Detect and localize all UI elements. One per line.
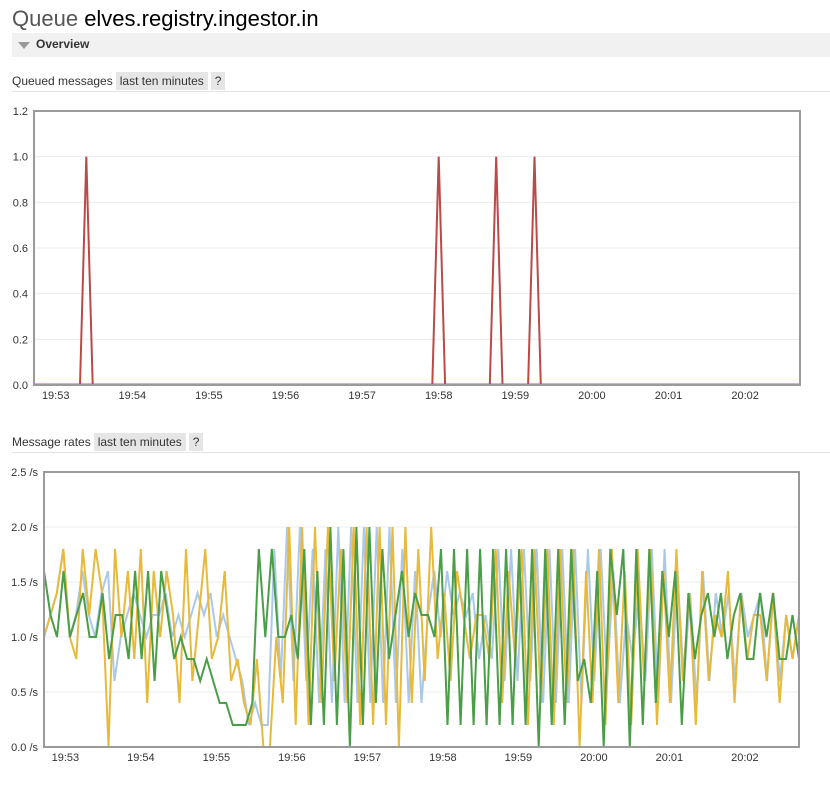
x-tick-label: 19:57	[348, 390, 376, 402]
y-tick-label: 0.5 /s	[11, 687, 38, 699]
x-tick-label: 19:53	[52, 752, 80, 764]
queued-section-divider	[12, 91, 830, 92]
rates-section-divider	[12, 452, 830, 453]
queued-messages-header: Queued messages last ten minutes?	[12, 72, 226, 90]
x-tick-label: 20:01	[655, 390, 683, 402]
y-tick-label: 1.0 /s	[11, 632, 38, 644]
overview-label: Overview	[36, 37, 90, 51]
triangle-down-icon	[18, 42, 30, 49]
x-tick-label: 20:00	[578, 390, 606, 402]
y-tick-label: 0.8	[13, 197, 28, 209]
y-tick-label: 0.2	[13, 334, 28, 346]
plot-frame	[43, 471, 800, 748]
y-tick-label: 1.5 /s	[11, 577, 38, 589]
y-tick-label: 1.0	[13, 152, 28, 164]
x-tick-label: 19:55	[203, 752, 231, 764]
y-tick-label: 1.2	[13, 106, 28, 118]
queued-help-button[interactable]: ?	[210, 72, 226, 90]
x-tick-label: 19:54	[127, 752, 155, 764]
y-tick-label: 0.0	[13, 380, 28, 392]
queued-messages-chart: 0.0 0.2 0.4 0.6 0.8 1.0 1.2 19:53 19:54 19:55 19:5…	[13, 106, 801, 402]
page-title: Queue elves.registry.ingestor.in	[12, 4, 319, 34]
x-tick-label: 19:57	[354, 752, 382, 764]
x-tick-label: 20:00	[580, 752, 608, 764]
x-tick-label: 19:54	[119, 390, 147, 402]
x-tick-label: 19:55	[195, 390, 223, 402]
queued-range-button[interactable]: last ten minutes	[115, 72, 208, 90]
x-tick-label: 19:59	[502, 390, 530, 402]
series-line-0	[43, 526, 800, 726]
queued-messages-title: Queued messages	[12, 74, 113, 88]
message-rates-chart: 0.0 /s 0.5 /s 1.0 /s 1.5 /s 2.0 /s 2.5 /s 19:5…	[11, 467, 800, 764]
overview-section-toggle[interactable]: Overview	[12, 33, 830, 57]
y-tick-label: 2.5 /s	[11, 467, 38, 479]
y-tick-label: 2.0 /s	[11, 522, 38, 534]
y-tick-label: 0.6	[13, 243, 28, 255]
message-rates-title: Message rates	[12, 435, 91, 449]
plot-frame	[33, 110, 801, 386]
x-tick-label: 19:59	[505, 752, 533, 764]
y-tick-label: 0.4	[13, 289, 28, 301]
rates-help-button[interactable]: ?	[188, 433, 204, 451]
y-tick-label: 0.0 /s	[11, 742, 38, 754]
x-tick-label: 19:56	[278, 752, 306, 764]
x-tick-label: 19:53	[42, 390, 70, 402]
series-line-2	[43, 526, 800, 748]
x-tick-label: 19:58	[425, 390, 453, 402]
page-title-prefix: Queue	[12, 6, 79, 31]
x-tick-label: 19:56	[272, 390, 300, 402]
x-tick-label: 20:02	[731, 390, 759, 402]
message-rates-header: Message rates last ten minutes?	[12, 433, 204, 451]
queue-name: elves.registry.ingestor.in	[84, 6, 319, 31]
x-tick-label: 19:58	[429, 752, 457, 764]
rates-range-button[interactable]: last ten minutes	[93, 433, 186, 451]
x-tick-label: 20:01	[656, 752, 684, 764]
x-tick-label: 20:02	[731, 752, 759, 764]
series-line-0	[34, 156, 800, 386]
